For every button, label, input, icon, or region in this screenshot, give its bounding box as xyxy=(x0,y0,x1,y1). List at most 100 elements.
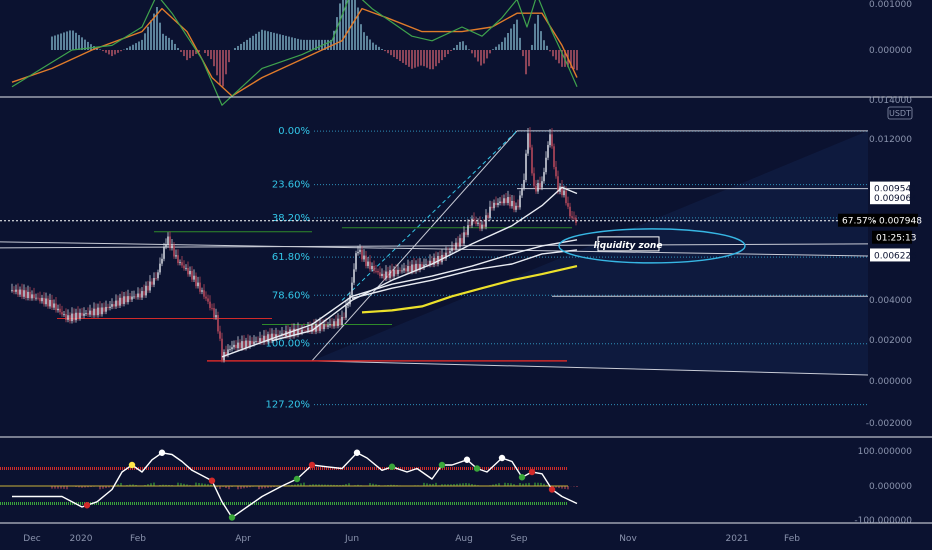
candle-body xyxy=(113,304,115,307)
candle-body xyxy=(65,314,67,320)
candle-body xyxy=(421,264,423,268)
candle-body xyxy=(567,203,569,207)
time-axis-tick-label: Sep xyxy=(511,534,528,544)
candle-body xyxy=(69,315,71,322)
candle-body xyxy=(347,304,349,306)
candle-body xyxy=(55,303,57,311)
candle-body xyxy=(321,323,323,330)
candle-body xyxy=(137,293,139,298)
candle-body xyxy=(419,264,421,270)
candle-body xyxy=(79,312,81,319)
candle-body xyxy=(73,313,75,321)
candle-body xyxy=(353,269,355,283)
candle-body xyxy=(487,215,489,218)
candle-body xyxy=(479,222,481,229)
oscillator-signal-dot xyxy=(473,465,481,472)
candle-body xyxy=(99,307,101,315)
candle-body xyxy=(111,304,113,307)
countdown-tag-bg xyxy=(872,230,912,244)
candle-body xyxy=(133,296,135,298)
candle-body xyxy=(209,301,211,308)
candle-body xyxy=(511,200,513,207)
candle-body xyxy=(91,310,93,316)
candle-body xyxy=(439,255,441,263)
candle-body xyxy=(297,328,299,335)
oscillator-signal-dot xyxy=(518,474,526,481)
candle-body xyxy=(57,308,59,311)
candle-body xyxy=(211,307,213,309)
time-axis-tick-label: Feb xyxy=(130,534,146,544)
candle-body xyxy=(189,270,191,275)
candle-body xyxy=(543,172,545,182)
candle-body xyxy=(161,258,163,264)
channel-lower-line xyxy=(311,360,869,376)
candle-body xyxy=(499,201,501,203)
candle-body xyxy=(369,261,371,270)
candle-body xyxy=(31,294,33,299)
candle-body xyxy=(105,306,107,312)
candle-body xyxy=(271,333,273,341)
candle-body xyxy=(457,242,459,247)
moving-average-yellow xyxy=(361,265,578,314)
candle-body xyxy=(299,328,301,333)
oscillator-pane xyxy=(0,449,578,521)
candle-body xyxy=(205,296,207,299)
candle-body xyxy=(177,255,179,263)
candle-body xyxy=(465,232,467,235)
candle-body xyxy=(355,253,357,270)
candle-body xyxy=(429,260,431,265)
candle-body xyxy=(263,335,265,343)
candle-body xyxy=(203,290,205,297)
candle-body xyxy=(37,297,39,299)
candle-body xyxy=(529,133,531,148)
fib-level-label: 23.60% xyxy=(272,180,310,191)
candle-body xyxy=(447,252,449,254)
candle-body xyxy=(197,282,199,287)
candle-body xyxy=(515,205,517,210)
candle-body xyxy=(473,218,475,222)
candle-body xyxy=(371,265,373,270)
candle-body xyxy=(453,247,455,250)
candle-body xyxy=(83,313,85,316)
candle-body xyxy=(215,315,217,318)
candle-body xyxy=(121,297,123,304)
quote-badge: USDT xyxy=(889,109,911,118)
candle-body xyxy=(293,328,295,337)
candle-body xyxy=(149,281,151,291)
time-axis-tick-label: Feb xyxy=(784,534,800,544)
candle-body xyxy=(477,222,479,224)
candle-body xyxy=(451,247,453,251)
candle-body xyxy=(551,134,553,147)
oscillator-signal-dot xyxy=(128,461,136,469)
candle-body xyxy=(569,206,571,217)
candle-body xyxy=(51,300,53,308)
candle-body xyxy=(85,313,87,314)
candle-body xyxy=(455,242,457,250)
candle-body xyxy=(199,282,201,292)
oscillator-signal-dot xyxy=(528,468,536,476)
right-axis-tick-label: 0.000000 xyxy=(869,377,912,387)
candle-body xyxy=(351,282,353,296)
candle-body xyxy=(301,329,303,333)
candle-body xyxy=(123,296,125,304)
candle-body xyxy=(231,347,233,350)
candle-body xyxy=(331,324,333,327)
liquidity-zone-ellipse[interactable] xyxy=(558,228,746,264)
candle-body xyxy=(13,290,15,292)
liquidity-zone-label-box xyxy=(597,236,660,252)
candle-body xyxy=(265,335,267,343)
candle-body xyxy=(95,308,97,316)
candle-body xyxy=(501,201,503,204)
moving-average-white xyxy=(271,186,578,342)
candle-body xyxy=(125,296,127,303)
channel-shading xyxy=(312,130,868,375)
candle-body xyxy=(325,324,327,327)
long-support-line xyxy=(0,241,869,257)
candle-body xyxy=(317,324,319,331)
candle-body xyxy=(373,265,375,271)
candle-body xyxy=(403,268,405,271)
candle-body xyxy=(275,334,277,339)
candle-body xyxy=(535,185,537,192)
candle-body xyxy=(411,264,413,272)
